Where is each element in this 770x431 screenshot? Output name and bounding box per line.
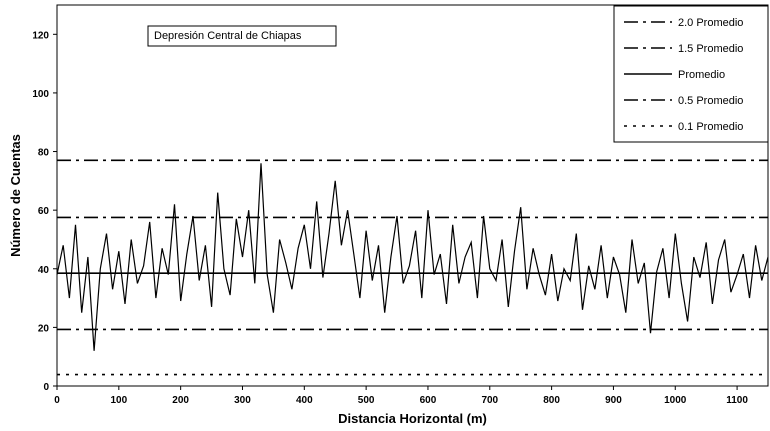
legend-label-4: 0.1 Promedio bbox=[678, 121, 743, 133]
y-axis-title: Número de Cuentas bbox=[8, 134, 23, 257]
legend: 2.0 Promedio 1.5 Promedio Promedio 0.5 Prom… bbox=[613, 5, 769, 143]
y-tick-label: 100 bbox=[32, 89, 49, 100]
x-tick-label: 0 bbox=[54, 395, 60, 406]
y-tick-label: 20 bbox=[38, 323, 50, 334]
x-tick-label: 700 bbox=[481, 395, 498, 406]
annotation-box bbox=[147, 25, 337, 47]
x-tick-label: 600 bbox=[420, 395, 437, 406]
x-tick-label: 500 bbox=[358, 395, 375, 406]
x-tick-label: 200 bbox=[172, 395, 189, 406]
data-series-line-0 bbox=[56, 163, 769, 351]
legend-label-0: 2.0 Promedio bbox=[678, 17, 743, 29]
y-tick-label: 40 bbox=[38, 265, 50, 276]
x-tick-label: 1000 bbox=[664, 395, 687, 406]
y-tick-label: 60 bbox=[38, 206, 50, 217]
legend-label-2: Promedio bbox=[678, 69, 725, 81]
legend-label-1: 1.5 Promedio bbox=[678, 43, 743, 55]
plot-frame bbox=[56, 4, 769, 387]
x-axis-title: Distancia Horizontal (m) bbox=[338, 411, 487, 426]
x-tick-label: 800 bbox=[543, 395, 560, 406]
y-tick-label: 0 bbox=[43, 382, 49, 393]
y-tick-label: 80 bbox=[38, 148, 50, 159]
x-tick-label: 400 bbox=[296, 395, 313, 406]
x-tick-label: 900 bbox=[605, 395, 622, 406]
x-tick-label: 100 bbox=[110, 395, 127, 406]
x-tick-label: 300 bbox=[234, 395, 251, 406]
y-tick-label: 120 bbox=[32, 30, 49, 41]
x-tick-label: 1100 bbox=[726, 395, 748, 406]
legend-label-3: 0.5 Promedio bbox=[678, 95, 743, 107]
chart-annotation: Depresión Central de Chiapas bbox=[154, 30, 302, 42]
